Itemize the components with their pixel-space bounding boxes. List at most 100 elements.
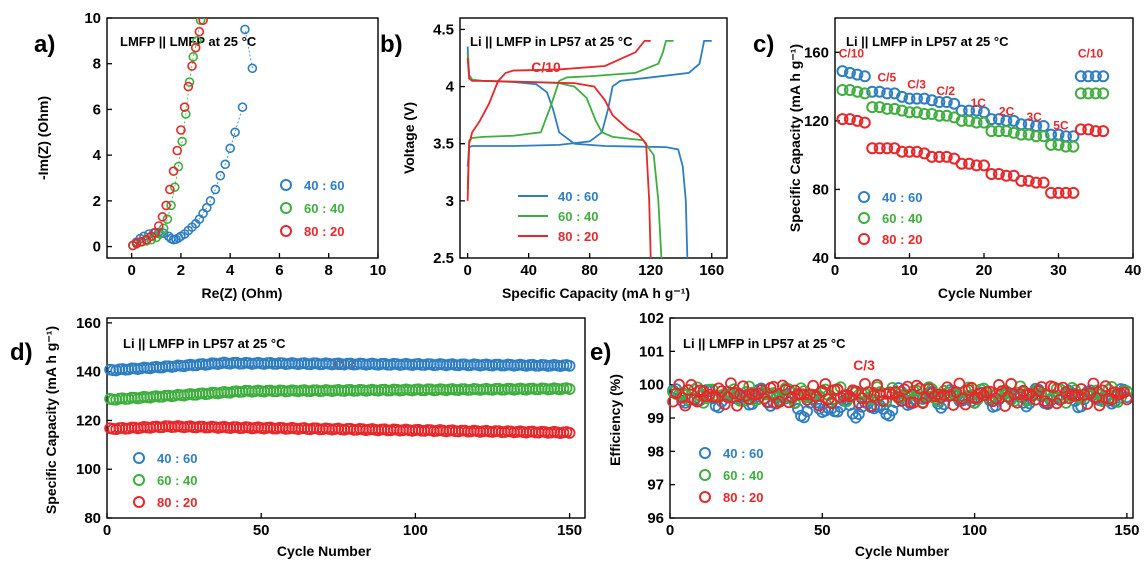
panel-c-data-point bbox=[925, 94, 938, 107]
panel-e-y-axis-label: Efficiency (%) bbox=[607, 374, 623, 466]
panel-b-legend-label: 80 : 20 bbox=[558, 229, 598, 244]
panel-c-data-point bbox=[1052, 186, 1065, 199]
panel-e-legend-label: 40 : 60 bbox=[723, 446, 763, 461]
panel-e-data-point bbox=[679, 399, 692, 412]
panel-c-data-point bbox=[1000, 169, 1013, 182]
panel-c-data-point bbox=[933, 150, 946, 163]
panel-e: 0 50 100 150 96 97 98 99 100 101 102 e) Li || LMFP i… bbox=[590, 310, 1139, 559]
panel-c-data-point bbox=[858, 116, 871, 129]
panel-e-data-point bbox=[1117, 386, 1130, 399]
panel-a-plot-frame bbox=[106, 17, 379, 259]
panel-b-xtick-label: 120 bbox=[638, 262, 663, 279]
panel-c-data-point bbox=[940, 109, 953, 122]
panel-c-data-point bbox=[1015, 174, 1028, 187]
panel-e-data-point bbox=[865, 400, 877, 412]
panel-a-panel-letter: a) bbox=[34, 31, 55, 58]
panel-e-xtick-label: 50 bbox=[814, 522, 831, 539]
panel-b-xtick-label: 80 bbox=[581, 262, 598, 279]
panel-a-data-point bbox=[172, 145, 183, 156]
panel-a-data-point bbox=[176, 125, 186, 135]
panel-c-data-point bbox=[1059, 186, 1072, 199]
panel-d-legend-label: 80 : 20 bbox=[157, 495, 197, 510]
panel-d: 0 50 100 150 80 100 120 140 160 d) Li || LMFP in L… bbox=[10, 315, 586, 559]
panel-c-data-point bbox=[896, 90, 909, 103]
panel-e-data-point bbox=[849, 411, 862, 424]
panel-e-data-point bbox=[816, 385, 829, 397]
panel-e-data-point bbox=[965, 381, 978, 394]
panel-c-rate-label: 5C bbox=[1053, 118, 1069, 132]
panel-e-data-point bbox=[877, 395, 890, 407]
panel-e-xtick-label: 0 bbox=[666, 522, 674, 539]
panel-c-data-point bbox=[985, 125, 998, 138]
panel-c-rate-label: 1C bbox=[971, 96, 987, 110]
panel-a-data-point bbox=[168, 166, 179, 176]
panel-a-xtick-label: 10 bbox=[370, 262, 387, 279]
panel-e-data-point bbox=[798, 411, 810, 424]
panel-c-data-point bbox=[903, 106, 916, 119]
panel-e-ytick-label: 97 bbox=[647, 477, 664, 494]
panel-e-data-point bbox=[728, 387, 740, 400]
panel-c-data-point bbox=[955, 157, 968, 170]
panel-c-data-point bbox=[1074, 70, 1087, 83]
panel-c-data-point bbox=[1097, 70, 1110, 83]
panel-b-ytick-label: 2.5 bbox=[433, 250, 454, 267]
panel-a-ytick-label: 6 bbox=[93, 101, 101, 118]
panel-c-rate-label: C/2 bbox=[936, 84, 955, 98]
panel-e-legend-label: 80 : 20 bbox=[723, 490, 763, 505]
panel-d-xtick-label: 100 bbox=[403, 522, 428, 539]
panel-e-data-point bbox=[831, 383, 844, 396]
panel-c-chart-title: Li || LMFP in LP57 at 25 °C bbox=[846, 34, 1009, 49]
panel-c-data-point bbox=[1022, 128, 1035, 141]
panel-e-data-point bbox=[849, 385, 862, 398]
panel-a-data-point bbox=[205, 196, 216, 206]
panel-e-legend-label: 60 : 40 bbox=[723, 468, 763, 483]
panel-c-data-point bbox=[1007, 114, 1020, 127]
panel-e-data-point bbox=[703, 388, 716, 401]
panel-e-data-point bbox=[1072, 389, 1085, 402]
panel-a-data-point bbox=[220, 159, 231, 170]
panel-a-ytick-label: 10 bbox=[84, 10, 101, 27]
panel-a-data-point bbox=[187, 61, 197, 71]
panel-c-data-point bbox=[873, 142, 886, 155]
panel-a-data-point bbox=[188, 52, 199, 62]
panel-c-data-point bbox=[843, 66, 856, 79]
panel-e-data-point bbox=[731, 399, 743, 412]
panel-a-data-point bbox=[165, 184, 175, 195]
panel-e-data-point bbox=[725, 377, 737, 390]
panel-a-ytick-label: 4 bbox=[93, 147, 102, 164]
panel-c-data-point bbox=[1045, 138, 1058, 151]
panel-c-data-point bbox=[1030, 130, 1043, 143]
panel-c-data-point bbox=[1052, 138, 1065, 151]
panel-a-data-point bbox=[157, 212, 168, 222]
panel-e-data-point bbox=[953, 377, 966, 390]
panel-c-data-point bbox=[881, 87, 894, 100]
panel-c-data-point bbox=[836, 113, 849, 126]
panel-e-data-point bbox=[898, 383, 911, 396]
panel-d-ytick-label: 120 bbox=[76, 412, 101, 429]
panel-a-xtick-label: 6 bbox=[275, 262, 283, 279]
panel-e-x-axis-label: Cycle Number bbox=[855, 543, 950, 559]
panel-a-data-point bbox=[247, 63, 258, 74]
panel-a-data-point bbox=[184, 77, 195, 87]
panel-a-legend-label: 80 : 20 bbox=[304, 224, 344, 239]
panel-c-data-point bbox=[933, 96, 946, 108]
panel-c-data-point bbox=[1097, 87, 1110, 100]
panel-d-y-axis-label: Specific Capacity (mA h g⁻¹) bbox=[43, 326, 59, 514]
panel-c-data-point bbox=[1015, 128, 1028, 141]
panel-d-chart-title: Li || LMFP in LP57 at 25 °C bbox=[123, 336, 286, 351]
panel-c-data-point bbox=[843, 84, 856, 96]
panel-c-data-point bbox=[910, 92, 923, 105]
panel-e-data-point bbox=[926, 387, 938, 400]
panel-e-data-point bbox=[962, 384, 975, 396]
panel-a-ytick-label: 8 bbox=[93, 56, 101, 73]
panel-c-data-point bbox=[903, 92, 916, 105]
panel-c-y-axis-label: Specific Capacity (mA h g⁻¹) bbox=[787, 44, 803, 232]
panel-c-data-point bbox=[896, 104, 909, 117]
panel-e-data-point bbox=[822, 393, 835, 406]
panel-c-data-point bbox=[858, 87, 871, 100]
panel-b-ytick-label: 3.5 bbox=[433, 136, 454, 153]
panel-a-data-point bbox=[181, 109, 191, 119]
panel-d-x-axis-label: Cycle Number bbox=[277, 543, 372, 559]
panel-a-data-point bbox=[183, 81, 194, 92]
panel-c-data-point bbox=[873, 85, 886, 98]
